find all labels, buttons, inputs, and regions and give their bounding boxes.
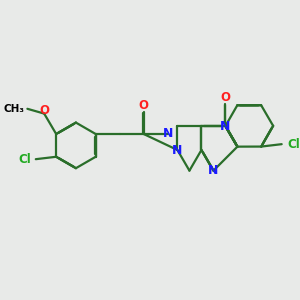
Text: Cl: Cl xyxy=(287,138,300,151)
Text: N: N xyxy=(208,164,219,177)
Text: N: N xyxy=(172,143,183,157)
Text: O: O xyxy=(39,104,49,117)
Text: N: N xyxy=(220,119,231,133)
Text: N: N xyxy=(162,128,173,140)
Text: O: O xyxy=(139,99,148,112)
Text: O: O xyxy=(220,91,230,104)
Text: CH₃: CH₃ xyxy=(4,104,25,114)
Text: Cl: Cl xyxy=(18,153,31,166)
